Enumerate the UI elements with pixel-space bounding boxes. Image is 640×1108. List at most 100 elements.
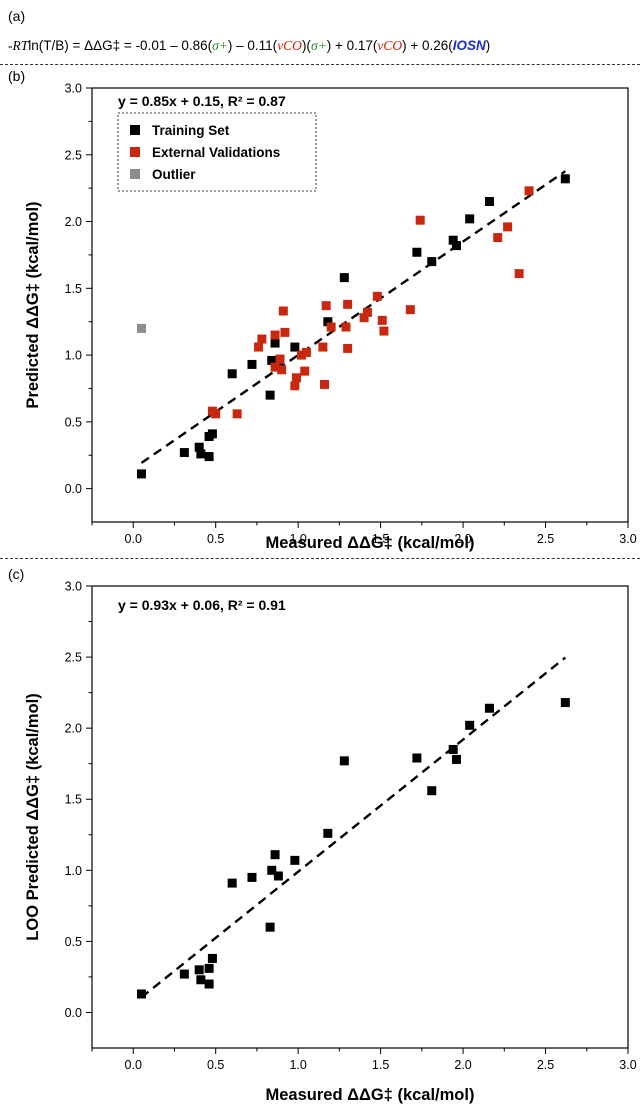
x-tick-label-b-1: 0.5 <box>207 532 224 546</box>
x-tick-label-c-0: 0.0 <box>125 1058 142 1072</box>
data-point-b-s1-24 <box>362 307 372 317</box>
x-tick-label-c-5: 2.5 <box>537 1058 554 1072</box>
data-point-b-s1-33 <box>524 186 534 196</box>
data-point-b-s1-15 <box>301 347 311 357</box>
x-axis-title-b: Measured ΔΔG‡ (kcal/mol) <box>266 534 475 552</box>
data-point-c-s0-17 <box>427 786 437 796</box>
data-point-b-s0-9 <box>265 390 275 400</box>
data-point-b-s0-22 <box>560 174 570 184</box>
chart-b-plot: 0.0 0.5 1.0 1.5 2.0 2.5 3.0 0.0 0.5 1.0 1.5 2.0 2.5 3… <box>24 82 637 553</box>
x-tick-label-b-0: 0.0 <box>125 532 142 546</box>
equation-nu-co-1: νCO <box>277 38 302 53</box>
divider-middle <box>0 558 640 559</box>
data-point-b-s0-14 <box>323 317 333 327</box>
x-tick-label-c-1: 0.5 <box>207 1058 224 1072</box>
y-tick-label-b-0: 0.0 <box>65 482 82 496</box>
y-tick-label-c-6: 3.0 <box>65 580 82 594</box>
data-point-b-s1-17 <box>320 379 330 389</box>
x-tick-label-b-2: 1.0 <box>289 532 306 546</box>
data-point-c-s0-15 <box>339 756 349 766</box>
data-point-b-s0-10 <box>267 355 277 365</box>
y-tick-label-b-4: 2.0 <box>65 215 82 229</box>
data-point-c-s0-5 <box>204 963 214 973</box>
data-point-b-s0-11 <box>270 338 280 348</box>
x-tick-label-b-6: 3.0 <box>619 532 636 546</box>
data-point-b-s0-0 <box>136 469 146 479</box>
equation-sigma-plus-1: σ+ <box>212 38 228 53</box>
data-point-c-s0-14 <box>323 828 333 838</box>
y-axis-title-b: Predicted ΔΔG‡ (kcal/mol) <box>24 201 42 408</box>
legend-box <box>117 112 317 192</box>
data-point-b-s1-2 <box>232 409 242 419</box>
fit-annotation-b: y = 0.85x + 0.15, R² = 0.87 <box>118 93 286 109</box>
equation-part-4: ) + 0.17( <box>326 38 378 53</box>
x-tick-label-b-4: 2.0 <box>454 532 471 546</box>
equation-losn: IOSN <box>452 38 486 53</box>
data-point-c-s0-10 <box>267 865 277 875</box>
legend-label-1: External Validations <box>152 145 280 160</box>
y-tick-label-c-4: 2.0 <box>65 722 82 736</box>
data-point-b-s1-10 <box>280 327 290 337</box>
equation-nu-co-2: νCO <box>377 38 403 53</box>
data-point-b-s1-14 <box>300 366 310 376</box>
data-point-c-s0-20 <box>465 720 475 730</box>
data-point-c-s0-19 <box>451 754 461 764</box>
data-point-b-s1-12 <box>292 373 302 383</box>
data-point-c-s0-13 <box>290 855 300 865</box>
data-point-b-s0-7 <box>227 369 237 379</box>
legend-swatch-0 <box>130 125 140 135</box>
data-point-b-s0-1 <box>179 448 189 458</box>
y-tick-label-c-2: 1.0 <box>65 864 82 878</box>
equation-sigma-plus-2: σ+ <box>310 38 327 53</box>
data-point-c-s0-2 <box>194 965 204 975</box>
data-point-b-s0-8 <box>247 359 257 369</box>
x-axis-title-c: Measured ΔΔG‡ (kcal/mol) <box>266 1086 475 1104</box>
data-point-b-s1-29 <box>415 215 425 225</box>
data-point-c-s0-21 <box>484 703 494 713</box>
data-point-b-s0-20 <box>465 214 475 224</box>
data-point-c-s0-16 <box>412 753 422 763</box>
y-tick-label-b-5: 2.5 <box>65 148 82 162</box>
data-point-b-s1-6 <box>270 362 280 372</box>
fit-line-b <box>140 170 567 464</box>
panel-label-a: (a) <box>8 8 26 24</box>
y-tick-label-b-3: 1.5 <box>65 282 82 296</box>
data-point-c-s0-8 <box>247 872 257 882</box>
x-tick-label-c-6: 3.0 <box>619 1058 636 1072</box>
data-point-b-s1-11 <box>290 381 300 391</box>
data-point-b-s0-2 <box>194 442 204 452</box>
equation-part-6: ) <box>485 38 491 53</box>
legend-label-2: Outlier <box>152 167 196 182</box>
data-point-b-s1-22 <box>343 343 353 353</box>
data-point-b-s0-4 <box>204 452 214 462</box>
data-point-b-s1-23 <box>359 313 369 323</box>
plot-frame-b <box>91 87 629 523</box>
y-tick-label-c-5: 2.5 <box>65 651 82 665</box>
legend-swatch-2 <box>130 169 140 179</box>
equation-part-5: ) + 0.26( <box>402 38 453 53</box>
y-tick-label-b-2: 1.0 <box>65 349 82 363</box>
legend-label-0: Training Set <box>152 123 230 138</box>
x-tick-label-c-4: 2.0 <box>454 1058 471 1072</box>
divider-top <box>0 64 640 65</box>
regression-equation: -RTln(T/B) = ΔΔG‡ = -0.01 – 0.86(σ+) – 0… <box>8 38 490 54</box>
data-point-b-s1-13 <box>296 350 306 360</box>
equation-part-3: )( <box>301 38 311 53</box>
data-point-b-s1-5 <box>270 330 280 340</box>
data-point-b-s2-0 <box>136 323 146 333</box>
data-point-b-s0-16 <box>412 247 422 257</box>
y-axis-title-c: LOO Predicted ΔΔG‡ (kcal/mol) <box>24 693 42 940</box>
data-point-b-s0-13 <box>290 342 300 352</box>
data-point-b-s0-15 <box>339 273 349 283</box>
data-point-b-s1-28 <box>405 305 415 315</box>
data-point-b-s1-26 <box>377 315 387 325</box>
data-point-b-s1-9 <box>278 306 288 316</box>
equation-part-2: ) – 0.11( <box>227 38 278 53</box>
data-point-c-s0-6 <box>207 953 217 963</box>
fit-line-c <box>140 656 567 999</box>
data-point-b-s1-25 <box>372 291 382 301</box>
panel-label-c: (c) <box>8 566 25 582</box>
x-tick-label-c-3: 1.5 <box>372 1058 389 1072</box>
data-point-c-s0-3 <box>196 975 206 985</box>
